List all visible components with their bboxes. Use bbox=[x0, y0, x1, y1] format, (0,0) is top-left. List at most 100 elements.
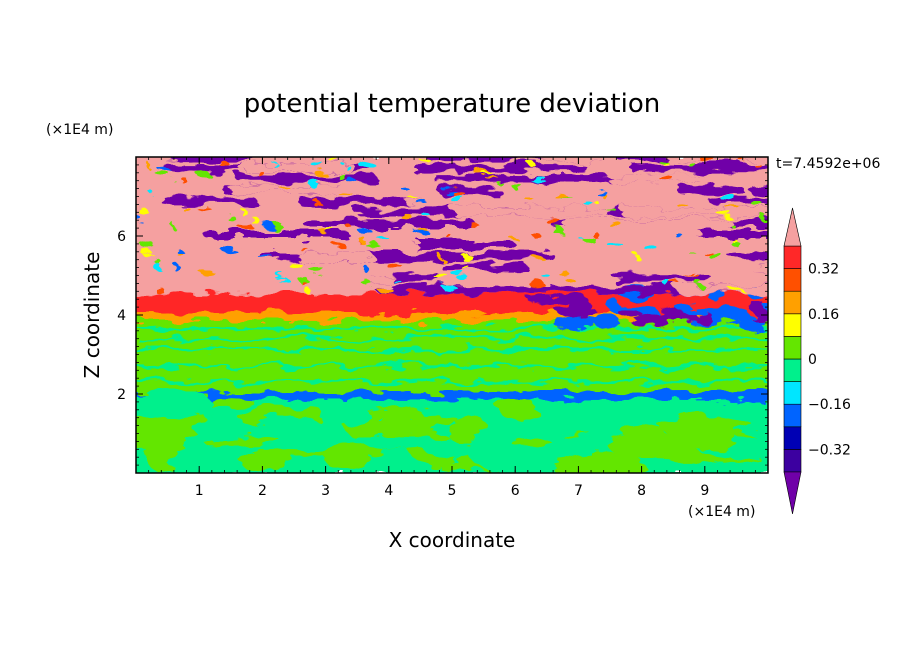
filament bbox=[157, 175, 244, 183]
edge-speck bbox=[449, 194, 464, 202]
edge-speck bbox=[182, 205, 190, 212]
colorbar-segment bbox=[783, 449, 802, 473]
colorbar-top-arrow bbox=[783, 207, 802, 247]
edge-speck bbox=[378, 237, 390, 242]
intrusion-patch bbox=[618, 309, 642, 317]
filament bbox=[404, 197, 517, 205]
intrusion-patch bbox=[707, 307, 752, 323]
edge-speck bbox=[634, 253, 640, 261]
thin-band bbox=[136, 364, 768, 368]
eddy-patch bbox=[145, 441, 176, 471]
filament bbox=[297, 197, 426, 205]
eddy-patch bbox=[551, 420, 623, 435]
edge-speck bbox=[358, 227, 371, 235]
eddy-patch bbox=[136, 424, 186, 447]
edge-speck bbox=[646, 245, 659, 254]
edge-speck bbox=[604, 208, 616, 211]
filament bbox=[390, 274, 442, 283]
edge-speck bbox=[507, 234, 516, 239]
edge-speck bbox=[665, 281, 673, 289]
edge-speck bbox=[390, 278, 401, 282]
eddy-patch bbox=[471, 441, 518, 470]
edge-speck bbox=[347, 225, 353, 230]
edge-speck bbox=[448, 234, 453, 241]
x-tick-label: 8 bbox=[637, 483, 646, 499]
edge-speck bbox=[438, 255, 444, 261]
edge-speck bbox=[591, 231, 599, 237]
edge-speck bbox=[674, 233, 683, 238]
edge-speck bbox=[308, 161, 323, 164]
filament bbox=[749, 186, 768, 194]
edge-speck bbox=[311, 268, 327, 275]
thin-band bbox=[136, 336, 768, 340]
edge-speck bbox=[386, 262, 402, 269]
time-label: t=7.4592e+06 bbox=[776, 156, 880, 172]
thin-band bbox=[136, 326, 768, 330]
thin-band bbox=[136, 380, 768, 384]
edge-speck bbox=[401, 187, 410, 191]
edge-speck bbox=[239, 207, 246, 215]
filament bbox=[640, 219, 733, 227]
filament bbox=[504, 230, 693, 238]
filament bbox=[303, 219, 375, 227]
edge-speck bbox=[703, 251, 714, 256]
edge-speck bbox=[349, 181, 360, 186]
edge-speck bbox=[401, 214, 413, 220]
eddy-patch bbox=[352, 433, 442, 450]
edge-speck bbox=[726, 207, 743, 210]
edge-speck bbox=[423, 213, 431, 218]
eddy-patch bbox=[510, 437, 552, 447]
edge-speck bbox=[149, 261, 160, 266]
x-axis-label: X coordinate bbox=[389, 528, 516, 552]
eddy-patch bbox=[209, 425, 242, 438]
eddy-patch bbox=[241, 453, 286, 472]
edge-speck bbox=[577, 236, 583, 239]
edge-speck bbox=[140, 240, 154, 248]
edge-speck bbox=[303, 286, 310, 294]
edge-speck bbox=[180, 177, 188, 183]
edge-speck bbox=[257, 168, 262, 177]
edge-speck bbox=[416, 199, 427, 205]
colorbar-segment bbox=[783, 313, 802, 337]
x-tick-label: 6 bbox=[511, 483, 520, 499]
heatmap-field bbox=[136, 157, 768, 473]
edge-speck bbox=[237, 221, 252, 230]
filament bbox=[530, 241, 680, 250]
edge-speck bbox=[420, 159, 432, 163]
edge-speck bbox=[695, 280, 703, 286]
edge-speck bbox=[740, 159, 747, 163]
colorbar-segment bbox=[783, 245, 802, 269]
intrusion-patch bbox=[527, 296, 570, 304]
filament bbox=[375, 285, 560, 294]
filament bbox=[158, 157, 262, 161]
edge-speck bbox=[550, 190, 564, 196]
filament bbox=[479, 274, 538, 283]
edge-speck bbox=[720, 194, 737, 202]
colorbar-tick-label: −0.16 bbox=[808, 397, 851, 413]
filament bbox=[137, 274, 192, 283]
filament bbox=[395, 241, 517, 250]
edge-speck bbox=[753, 161, 760, 167]
edge-speck bbox=[174, 264, 181, 273]
filament bbox=[507, 197, 576, 205]
edge-speck bbox=[730, 224, 735, 228]
field-layer bbox=[136, 157, 768, 473]
intrusion-patch bbox=[595, 314, 621, 331]
edge-speck bbox=[309, 181, 322, 189]
edge-speck bbox=[153, 285, 163, 293]
edge-speck bbox=[359, 237, 367, 245]
colorbar-tick-label: 0.32 bbox=[808, 262, 839, 278]
edge-speck bbox=[660, 177, 675, 182]
filament bbox=[204, 274, 307, 283]
eddy-patch bbox=[325, 441, 353, 460]
edge-speck bbox=[460, 253, 473, 261]
edge-speck bbox=[343, 164, 351, 169]
edge-speck bbox=[136, 216, 142, 223]
filament bbox=[451, 208, 612, 216]
colorbar-segment bbox=[783, 268, 802, 292]
colorbar-tick-label: 0 bbox=[808, 352, 817, 368]
intrusion-patch bbox=[607, 300, 621, 311]
edge-speck bbox=[195, 170, 210, 177]
colorbar-tick-label: −0.32 bbox=[808, 442, 851, 458]
edge-speck bbox=[337, 191, 352, 195]
